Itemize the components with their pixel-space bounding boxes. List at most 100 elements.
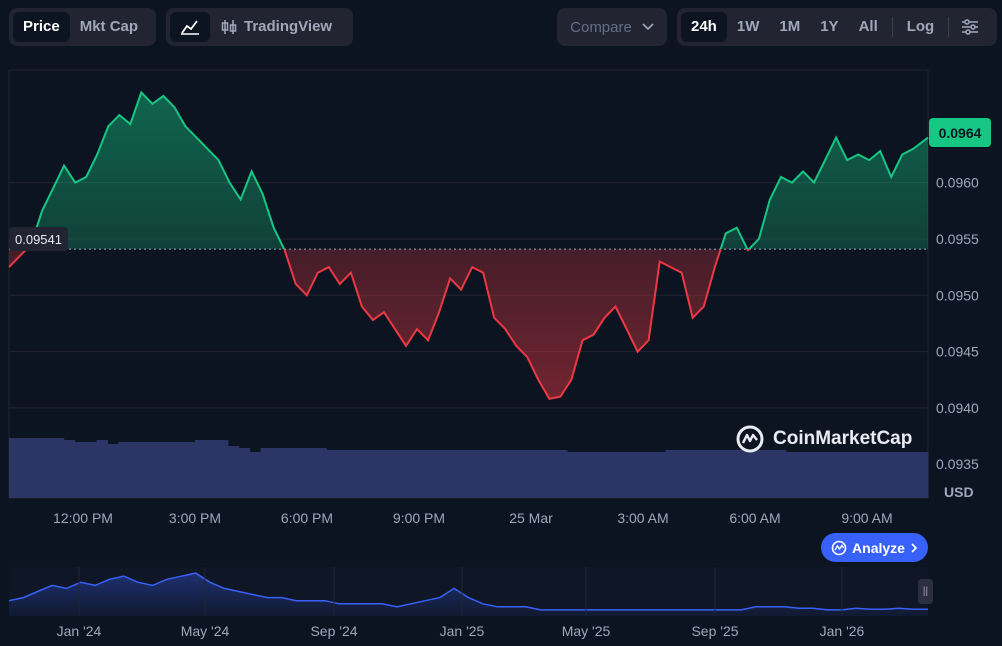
volume-bar bbox=[895, 452, 907, 498]
currency-label: USD bbox=[944, 484, 974, 500]
range-1y[interactable]: 1Y bbox=[820, 18, 839, 35]
log-toggle[interactable]: Log bbox=[906, 18, 935, 35]
watermark-text: CoinMarketCap bbox=[773, 428, 913, 449]
tradingview-label: TradingView bbox=[244, 18, 333, 35]
volume-bar bbox=[118, 442, 130, 498]
range-selector: 24h 1W 1M 1Y All Log bbox=[677, 8, 997, 46]
volume-bar bbox=[599, 452, 612, 498]
volume-bar bbox=[610, 452, 623, 498]
settings-divider bbox=[948, 17, 950, 37]
range-1m[interactable]: 1M bbox=[779, 18, 801, 35]
tradingview-button[interactable]: TradingView bbox=[210, 12, 342, 42]
volume-bar bbox=[665, 450, 677, 498]
volume-bar bbox=[501, 450, 513, 498]
x-tick-label: 3:00 PM bbox=[169, 510, 221, 526]
volume-bar bbox=[260, 448, 273, 498]
chevron-down-icon bbox=[642, 23, 654, 31]
navigator-tick-label: Jan '25 bbox=[440, 623, 485, 639]
volume-bar bbox=[446, 450, 459, 498]
volume-bar bbox=[63, 440, 76, 498]
analyze-icon bbox=[831, 540, 847, 555]
volume-bar bbox=[74, 442, 87, 498]
chart-style-toggle: TradingView bbox=[166, 8, 353, 46]
volume-bar bbox=[720, 450, 732, 498]
volume-bar bbox=[621, 452, 634, 498]
volume-bar bbox=[184, 442, 196, 498]
analyze-button[interactable]: Analyze bbox=[821, 533, 928, 562]
volume-bar bbox=[194, 440, 207, 498]
line-chart-icon bbox=[181, 20, 199, 35]
coinmarketcap-watermark: CoinMarketCap bbox=[735, 424, 912, 454]
navigator-tick-label: Jan '26 bbox=[820, 623, 865, 639]
volume-bar bbox=[380, 450, 393, 498]
volume-bar bbox=[523, 450, 535, 498]
volume-bar bbox=[840, 452, 852, 498]
compare-label: Compare bbox=[570, 18, 632, 36]
navigator-tick-label: Sep '25 bbox=[691, 623, 738, 639]
y-tick-label: 0.0940 bbox=[936, 400, 979, 416]
volume-bar bbox=[315, 448, 327, 498]
x-tick-label: 9:00 PM bbox=[393, 510, 445, 526]
volume-bar bbox=[293, 448, 305, 498]
current-price-tag: 0.0964 bbox=[929, 118, 991, 147]
area-fill-above-open bbox=[9, 92, 928, 250]
y-tick-label: 0.0945 bbox=[936, 344, 979, 360]
area-fill-below-open bbox=[9, 249, 749, 399]
volume-bar bbox=[435, 450, 448, 498]
volume-bar bbox=[577, 452, 590, 498]
range-navigator-handle[interactable]: || bbox=[918, 579, 933, 604]
chart-type-toggle: Price Mkt Cap bbox=[9, 8, 156, 46]
volume-bar bbox=[282, 448, 294, 498]
volume-bar bbox=[249, 452, 262, 498]
navigator-tick-label: Jan '24 bbox=[57, 623, 102, 639]
volume-bar bbox=[731, 450, 743, 498]
volume-bar bbox=[534, 450, 546, 498]
volume-bar bbox=[512, 450, 524, 498]
settings-button[interactable] bbox=[953, 12, 987, 42]
volume-bar bbox=[337, 450, 349, 498]
volume-bar bbox=[490, 450, 502, 498]
y-tick-label: 0.0955 bbox=[936, 231, 979, 247]
volume-bar bbox=[479, 450, 491, 498]
volume-bar bbox=[742, 450, 754, 498]
mktcap-tab[interactable]: Mkt Cap bbox=[79, 18, 139, 35]
y-tick-label: 0.0960 bbox=[936, 175, 979, 191]
price-tab[interactable]: Price bbox=[13, 12, 70, 42]
volume-bar bbox=[52, 438, 65, 498]
volume-bar bbox=[566, 452, 579, 498]
compare-dropdown[interactable]: Compare bbox=[557, 8, 667, 46]
navigator-line bbox=[8, 572, 928, 611]
volume-bar bbox=[774, 450, 787, 498]
navigator-tick-label: Sep '24 bbox=[310, 623, 357, 639]
analyze-label: Analyze bbox=[852, 539, 905, 556]
range-24h[interactable]: 24h bbox=[681, 12, 727, 42]
x-tick-label: 25 Mar bbox=[509, 510, 553, 526]
volume-bar bbox=[96, 440, 108, 498]
volume-bar bbox=[391, 450, 404, 498]
volume-bar bbox=[271, 448, 284, 498]
range-all[interactable]: All bbox=[858, 18, 878, 35]
price-line-up bbox=[25, 90, 929, 250]
volume-bar bbox=[545, 450, 557, 498]
volume-bar bbox=[370, 450, 382, 498]
volume-bar bbox=[862, 452, 874, 498]
volume-bar bbox=[906, 452, 918, 498]
range-1w[interactable]: 1W bbox=[736, 18, 760, 35]
volume-bar bbox=[807, 452, 820, 498]
navigator-area bbox=[9, 573, 928, 616]
volume-bar bbox=[884, 452, 896, 498]
volume-bar bbox=[140, 442, 152, 498]
volume-bar bbox=[30, 438, 43, 498]
volume-bar bbox=[676, 450, 688, 498]
volume-bar bbox=[238, 448, 251, 498]
volume-bar bbox=[917, 452, 929, 498]
volume-bar bbox=[643, 452, 655, 498]
x-tick-label: 6:00 AM bbox=[729, 510, 780, 526]
volume-bar bbox=[85, 442, 98, 498]
volume-bar bbox=[588, 452, 601, 498]
line-chart-button[interactable] bbox=[170, 12, 210, 42]
volume-bar bbox=[41, 438, 54, 498]
volume-bar bbox=[654, 452, 666, 498]
volume-bar bbox=[151, 442, 163, 498]
